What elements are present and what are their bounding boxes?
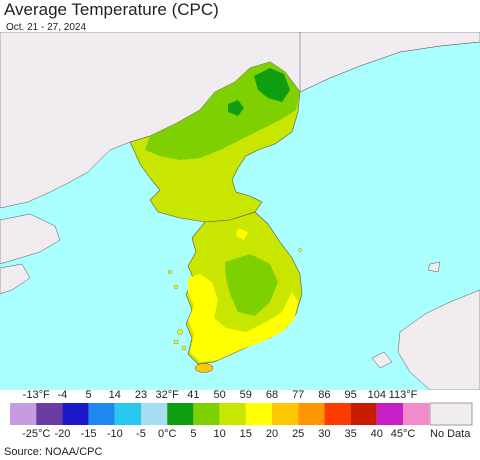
map-title: Average Temperature (CPC) [4, 0, 219, 19]
legend-fahrenheit-tick: 50 [213, 389, 226, 401]
cold-spot-north [254, 68, 290, 102]
legend-celsius-tick: 45°C [390, 428, 416, 440]
map-date-range: Oct. 21 - 27, 2024 [6, 22, 87, 33]
islands [167, 248, 302, 351]
legend-color-box [141, 403, 168, 425]
legend-fahrenheit-tick: 86 [318, 389, 331, 401]
legend-fahrenheit-tick: 41 [187, 389, 200, 401]
south-korea-warm-southwest [188, 274, 298, 362]
legend-color-box [219, 403, 246, 425]
legend-color-box [36, 403, 63, 425]
legend-fahrenheit-tick: 77 [292, 389, 305, 401]
cold-spot-mountain [228, 100, 244, 116]
legend-color-box [245, 403, 272, 425]
legend-celsius-tick: -10 [106, 428, 123, 440]
legend-color-box [298, 403, 325, 425]
legend-fahrenheit-tick: 5 [85, 389, 92, 401]
temperature-map [0, 32, 480, 390]
legend-celsius-tick: 35 [344, 428, 357, 440]
source-credit: Source: NOAA/CPC [4, 446, 103, 458]
legend-no-data-label: No Data [430, 428, 471, 440]
legend-fahrenheit-tick: -13°F [22, 389, 50, 401]
legend-celsius-tick: 20 [265, 428, 279, 440]
legend-color-box [88, 403, 115, 425]
warm-spot-central [236, 228, 248, 240]
legend-color-box [193, 403, 220, 425]
legend-color-box [324, 403, 351, 425]
legend-fahrenheit-tick: 23 [134, 389, 148, 401]
legend-fahrenheit-tick: 59 [239, 389, 252, 401]
legend-celsius-tick: 40 [370, 428, 383, 440]
legend-fahrenheit-tick: 14 [108, 389, 121, 401]
legend-celsius-tick: -25°C [22, 428, 51, 440]
legend-fahrenheit-tick: 104 [367, 389, 386, 401]
legend-color-box [403, 403, 430, 425]
south-korea-cool-interior [225, 254, 278, 316]
legend-celsius-tick: 15 [239, 428, 252, 440]
china-coast-lower [0, 263, 31, 295]
legend-celsius-tick: 25 [292, 428, 305, 440]
japan-landmass [397, 289, 480, 390]
legend-celsius-tick: -5 [136, 428, 146, 440]
legend-fahrenheit-tick: -4 [57, 389, 68, 401]
japan-island-north [427, 261, 441, 273]
legend-fahrenheit-tick: 68 [265, 389, 279, 401]
legend-celsius-tick: -15 [80, 428, 97, 440]
legend-fahrenheit-tick: 113°F [388, 389, 418, 401]
legend-color-box [114, 403, 141, 425]
legend-fahrenheit-tick: 32°F [155, 389, 179, 401]
jeju-island [194, 363, 214, 373]
legend-color-box [272, 403, 299, 425]
legend-celsius-tick: 5 [190, 428, 197, 440]
legend-color-box [350, 403, 377, 425]
legend-celsius-tick: -20 [54, 428, 71, 440]
legend-no-data-box [429, 402, 473, 426]
legend-celsius-tick: 10 [213, 428, 226, 440]
legend-color-box [62, 403, 89, 425]
shandong-landmass [0, 213, 61, 265]
legend-color-box [376, 403, 403, 425]
legend-celsius-tick: 0°C [157, 428, 177, 440]
legend-color-box [10, 403, 37, 425]
legend-bar [10, 402, 473, 426]
legend-color-box [167, 403, 194, 425]
legend-fahrenheit-tick: 95 [344, 389, 357, 401]
legend-celsius-tick: 30 [318, 428, 331, 440]
japan-island-small [371, 351, 393, 369]
russia-landmass [299, 32, 480, 93]
